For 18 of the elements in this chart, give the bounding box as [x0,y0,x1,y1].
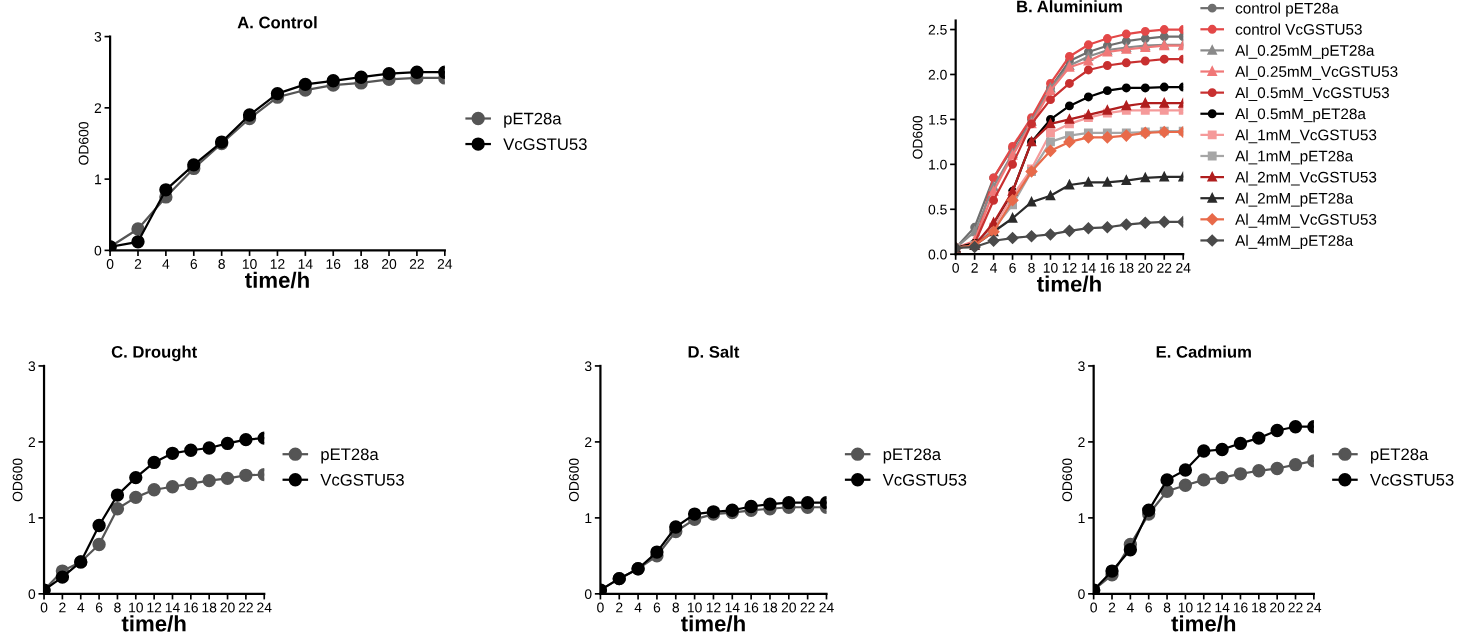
legend-label: pET28a [1371,448,1429,464]
chart-title: E. Cadmium [1156,345,1251,358]
x-axis-title: time/h [1171,615,1236,632]
x-axis-title: time/h [681,615,745,632]
legend-label: pET28a [883,448,942,464]
legend-label: VcGSTU53 [320,473,404,486]
chart-title: C. Drought [111,345,197,362]
chart-title: D. Salt [688,345,740,358]
x-axis-title: time/h [121,615,186,632]
legend-label: VcGSTU53 [503,138,587,151]
legend-label: VcGSTU53 [882,473,967,486]
legend-label: pET28a [504,112,562,128]
chart-title: A. Control [237,16,317,29]
x-axis-title: time/h [245,271,309,289]
legend-label: VcGSTU53 [1370,473,1454,486]
legend-label: pET28a [321,448,379,464]
x-axis-title: time/h [1036,275,1101,293]
chart-title: B. Aluminium [1017,0,1122,13]
